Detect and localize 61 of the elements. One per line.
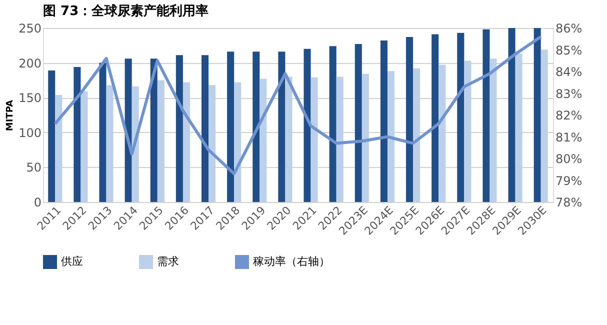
- bar: [208, 85, 216, 202]
- bar: [55, 94, 62, 202]
- bar: [413, 68, 420, 202]
- bar: [464, 60, 472, 202]
- bar: [515, 54, 522, 202]
- bar: [534, 28, 541, 202]
- line-series: [54, 35, 542, 176]
- y-tick-label: 100: [18, 126, 42, 140]
- y-tick-label: 50: [26, 160, 42, 175]
- bar: [252, 52, 260, 202]
- bar: [380, 40, 388, 202]
- y2-tick-label: 86%: [556, 22, 582, 36]
- bar: [124, 58, 132, 202]
- bar: [260, 78, 267, 202]
- y2-tick-label: 81%: [556, 130, 582, 144]
- y2-tick-label: 83%: [556, 86, 582, 101]
- bar: [482, 29, 490, 202]
- bar: [329, 46, 336, 202]
- bar: [234, 82, 242, 202]
- bar: [80, 91, 88, 202]
- bar: [48, 70, 56, 202]
- bar: [362, 74, 369, 202]
- y2-tick-label: 78%: [556, 196, 582, 210]
- y-tick-label: 0: [34, 196, 42, 210]
- bar: [540, 50, 548, 202]
- bar: [508, 28, 516, 202]
- bar: [201, 55, 209, 202]
- y2-tick-label: 84%: [556, 65, 582, 79]
- legend-label: 供应: [61, 255, 83, 268]
- y-tick-label: 200: [18, 56, 42, 70]
- bar: [106, 85, 114, 202]
- legend-label: 需求: [157, 255, 179, 268]
- bar: [285, 76, 292, 202]
- bar: [99, 62, 106, 202]
- bar: [278, 52, 286, 202]
- bar: [304, 48, 311, 202]
- bar: [132, 86, 139, 202]
- bar: [438, 64, 446, 202]
- legend-label: 稼动率（右轴）: [253, 255, 330, 268]
- y2-tick-label: 85%: [556, 43, 582, 58]
- bar: [182, 82, 190, 202]
- bar: [387, 71, 395, 202]
- y2-tick-label: 79%: [556, 174, 582, 188]
- y-axis-title: MITPA: [6, 100, 16, 132]
- bar: [457, 32, 464, 202]
- bar: [227, 52, 234, 202]
- bar: [74, 66, 81, 202]
- bar: [336, 76, 344, 202]
- bar: [432, 34, 439, 202]
- bar: [310, 77, 318, 202]
- y2-tick-label: 82%: [556, 108, 582, 122]
- y-tick-label: 150: [18, 91, 42, 106]
- chart-title: 图 73：全球尿素产能利用率: [43, 3, 209, 19]
- bar: [157, 80, 164, 202]
- bar: [406, 37, 414, 202]
- bar: [354, 44, 362, 202]
- y-tick-label: 250: [18, 22, 42, 36]
- bar: [176, 55, 183, 202]
- y2-tick-label: 80%: [556, 152, 582, 166]
- bar: [490, 58, 497, 202]
- bar: [150, 58, 158, 202]
